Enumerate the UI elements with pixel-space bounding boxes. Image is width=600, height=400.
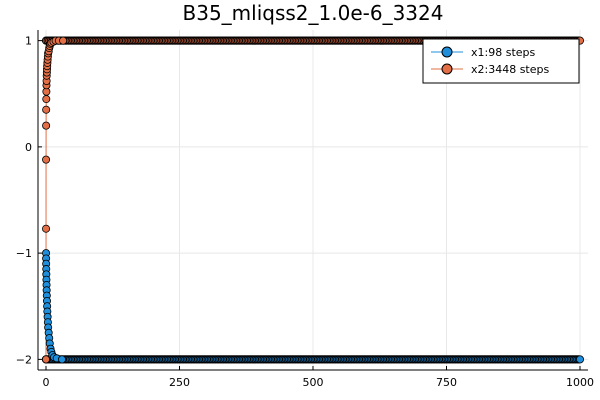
data-point [42, 155, 51, 164]
data-point [59, 36, 68, 45]
data-point [58, 355, 67, 364]
series-2-points [42, 36, 584, 364]
dense-band [41, 355, 583, 364]
chart-title: B35_mliqss2_1.0e-6_3324 [183, 1, 444, 25]
x-tick-label: 0 [43, 376, 50, 389]
legend-label: x2:3448 steps [471, 63, 549, 76]
series-layer [41, 36, 584, 364]
data-point [42, 224, 51, 233]
dense-band [41, 36, 583, 45]
legend-box [422, 38, 580, 84]
data-point [42, 355, 51, 364]
legend: x1:98 steps x2:3448 steps [422, 38, 580, 84]
data-point [42, 95, 51, 104]
x-tick-label: 750 [436, 376, 457, 389]
legend-marker [441, 63, 453, 75]
data-point [575, 355, 584, 364]
x-tick-label: 500 [303, 376, 324, 389]
tick-labels: 0 250 500 750 1000 1 0 −1 −2 [16, 35, 594, 389]
y-tick-label: −2 [16, 353, 32, 366]
y-tick-label: 1 [25, 35, 32, 48]
y-tick-label: 0 [25, 141, 32, 154]
axes [37, 30, 588, 371]
data-point [42, 105, 51, 114]
y-tick-label: −1 [16, 247, 32, 260]
legend-label: x1:98 steps [471, 46, 536, 59]
x-tick-label: 1000 [566, 376, 594, 389]
data-point [42, 121, 51, 130]
x-tick-label: 250 [169, 376, 190, 389]
legend-marker [441, 46, 453, 58]
